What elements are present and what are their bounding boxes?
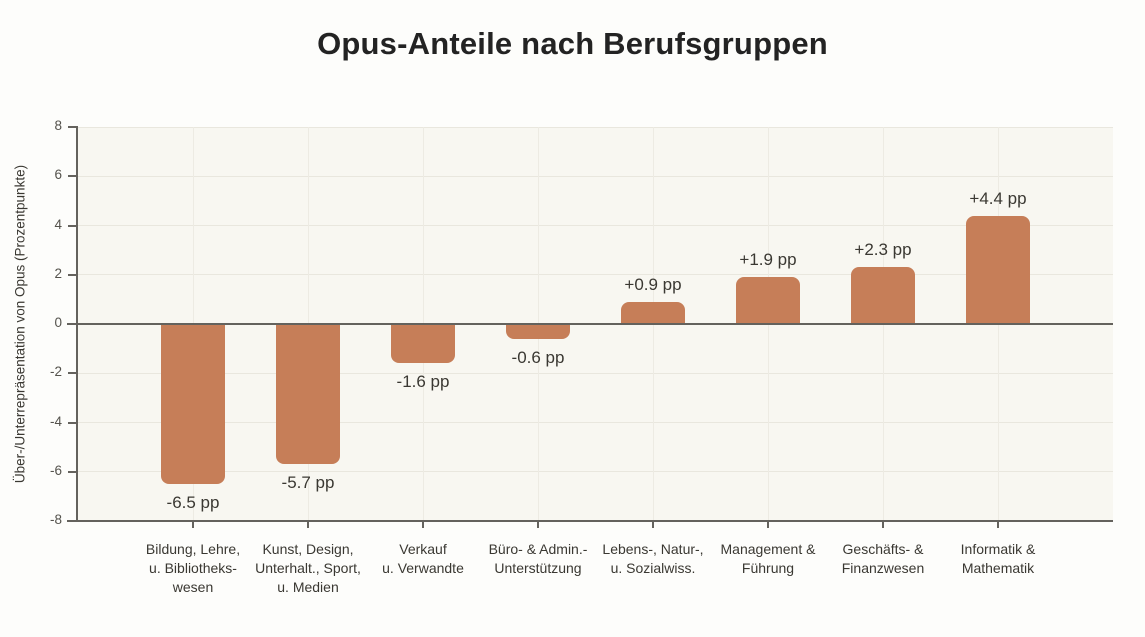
x-tick-mark: [192, 521, 194, 528]
bar-value-label: -0.6 pp: [511, 347, 565, 367]
x-tick-mark: [307, 521, 309, 528]
x-category-label-line: u. Sozialwiss.: [610, 560, 696, 576]
x-category-label-line: Unterstützung: [494, 560, 582, 576]
x-category-label: Informatik & Mathematik: [918, 540, 1078, 578]
y-tick-mark: [68, 126, 78, 128]
h-gridline: [78, 471, 1113, 473]
x-tick-mark: [652, 521, 654, 528]
y-tick-mark: [68, 421, 78, 424]
y-tick-mark: [68, 175, 78, 178]
x-category-label-line: Bildung, Lehre,: [145, 541, 241, 557]
y-tick-label: -6: [49, 462, 62, 478]
x-category-label-line: Geschäfts- &: [842, 541, 924, 557]
bar: [161, 324, 225, 485]
y-tick-mark: [68, 273, 78, 276]
x-category-label: Management & Führung: [688, 540, 848, 578]
x-category-label-line: u. Bibliotheks-: [149, 560, 237, 576]
x-category-label: Bildung, Lehre, u. Bibliotheks-wesen: [113, 540, 273, 597]
bar-value-label: -5.7 pp: [281, 473, 335, 493]
x-axis-spine: [67, 520, 1113, 522]
h-gridline: [78, 175, 1113, 177]
h-gridline: [78, 274, 1113, 276]
x-tick-mark: [537, 521, 539, 528]
y-tick-label: 6: [54, 167, 62, 183]
bar-value-label: +4.4 pp: [969, 188, 1027, 208]
h-gridline: [78, 225, 1113, 226]
x-category-label-line: Kunst, Design,: [262, 541, 354, 557]
y-tick-mark: [68, 470, 78, 473]
bar-value-label: -6.5 pp: [166, 493, 220, 513]
bar-value-label: -1.6 pp: [396, 372, 450, 392]
x-category-label: Verkauf u. Verwandte: [343, 540, 503, 578]
x-tick-mark: [422, 521, 424, 528]
x-category-label-line: Führung: [741, 560, 795, 576]
x-category-label: Büro- & Admin.- Unterstützung: [458, 540, 618, 578]
bar: [851, 267, 915, 324]
y-tick-label: -4: [49, 413, 62, 429]
bar: [621, 301, 685, 324]
y-tick-label: -8: [49, 512, 62, 527]
x-category-label-line: u. Verwandte: [382, 560, 464, 576]
plot-area: -6.5 pp -5.7 pp -1.6 pp -0.6 pp +0.9 pp +1.9 …: [67, 126, 1113, 521]
x-category-label-line: wesen: [172, 579, 214, 595]
y-tick-label: 0: [54, 315, 62, 330]
h-gridline: [78, 422, 1113, 423]
y-axis-spine: [76, 127, 78, 521]
chart-title: Opus-Anteile nach Berufsgruppen: [317, 26, 828, 61]
x-category-label-line: Büro- & Admin.-: [488, 541, 588, 557]
x-tick-mark: [882, 521, 884, 528]
bar: [506, 324, 570, 339]
y-tick-mark: [68, 372, 78, 375]
x-category-label: Lebens-, Natur-, u. Sozialwiss.: [573, 540, 733, 578]
y-tick-mark: [68, 224, 78, 227]
x-category-label-line: Informatik &: [960, 541, 1036, 557]
x-category-label: Kunst, Design, Unterhalt., Sport, u. Medie…: [228, 540, 388, 597]
bar-value-label: +0.9 pp: [624, 274, 682, 294]
x-category-label-line: Management &: [720, 541, 816, 557]
y-tick-label: 8: [54, 118, 62, 133]
x-category-label: Geschäfts- & Finanzwesen: [803, 540, 963, 578]
x-category-label-line: Finanzwesen: [841, 560, 925, 576]
bar: [736, 277, 800, 324]
x-category-label-line: Lebens-, Natur-,: [602, 541, 704, 557]
x-tick-mark: [767, 521, 769, 528]
y-tick-label: 4: [54, 216, 62, 232]
h-gridline: [78, 126, 1113, 128]
x-category-label-line: Unterhalt., Sport,: [255, 560, 361, 576]
bar-value-label: +1.9 pp: [739, 250, 797, 270]
y-tick-label: -2: [49, 364, 62, 380]
bar: [276, 324, 340, 465]
zero-baseline: [67, 323, 1113, 325]
bar: [966, 215, 1030, 324]
h-gridline: [78, 372, 1113, 374]
bar-value-label: +2.3 pp: [854, 240, 912, 260]
x-category-label-line: u. Medien: [277, 579, 339, 595]
bar: [391, 324, 455, 364]
x-category-label-line: Verkauf: [399, 541, 447, 557]
y-tick-label: 2: [54, 265, 62, 281]
x-category-label-line: Mathematik: [961, 560, 1035, 576]
x-tick-mark: [997, 521, 999, 528]
